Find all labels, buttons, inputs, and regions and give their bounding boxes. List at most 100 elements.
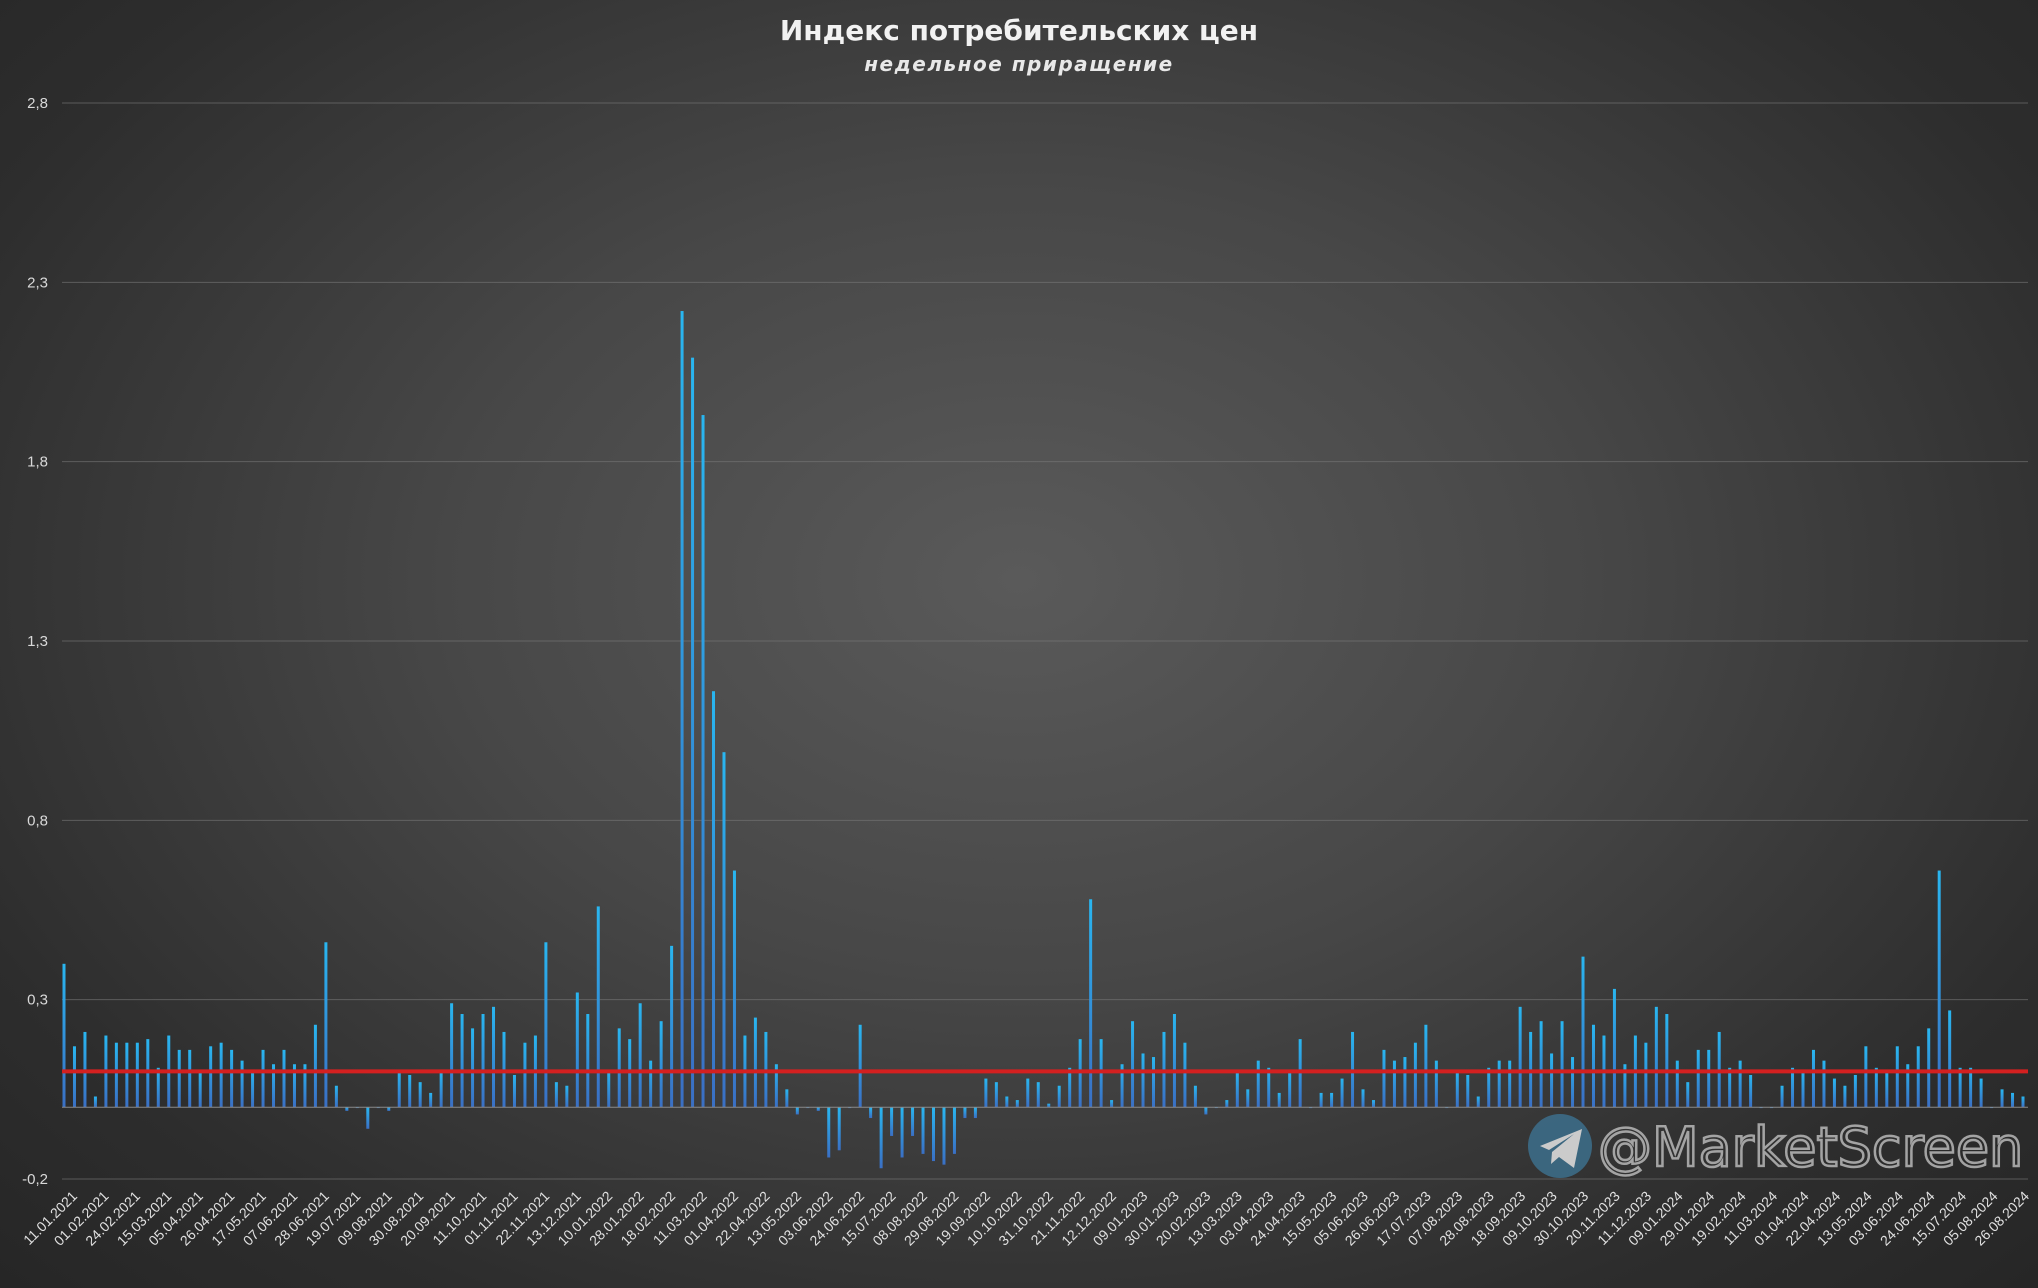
bar: [198, 1071, 202, 1108]
bar: [659, 1021, 663, 1108]
bar: [156, 1067, 160, 1108]
bar: [282, 1049, 286, 1108]
watermark: @MarketScreen: [1528, 1114, 2025, 1180]
bar: [397, 1071, 401, 1108]
bar: [1822, 1060, 1826, 1108]
bar: [1235, 1071, 1239, 1108]
bar: [827, 1107, 831, 1158]
bar: [586, 1014, 590, 1108]
bar: [1434, 1060, 1438, 1108]
bar: [544, 942, 548, 1108]
bar: [366, 1107, 370, 1129]
bar: [1675, 1060, 1679, 1108]
bar: [429, 1092, 433, 1108]
x-axis: 11.01.202101.02.202124.02.202115.03.2021…: [20, 1188, 2032, 1249]
bar: [1927, 1028, 1931, 1108]
bar: [1874, 1067, 1878, 1108]
bar: [596, 906, 600, 1108]
bar: [1413, 1042, 1417, 1108]
bar: [1906, 1064, 1910, 1108]
bar: [869, 1107, 873, 1119]
bar: [994, 1082, 998, 1108]
bar: [701, 415, 705, 1108]
bar: [1811, 1049, 1815, 1108]
bar: [1319, 1092, 1323, 1108]
bar: [1801, 1071, 1805, 1108]
bar: [942, 1107, 946, 1165]
bar: [2011, 1092, 2015, 1108]
y-tick-label: 1,8: [27, 454, 48, 471]
bar: [512, 1074, 516, 1108]
bar: [1707, 1049, 1711, 1108]
telegram-icon: [1528, 1114, 1592, 1178]
bar: [1151, 1057, 1155, 1108]
bar: [230, 1049, 234, 1108]
bar: [1246, 1089, 1250, 1108]
bar: [1131, 1021, 1135, 1108]
bar: [345, 1107, 349, 1111]
bar: [72, 1046, 76, 1108]
bar: [1571, 1057, 1575, 1108]
bar: [575, 992, 579, 1108]
bar: [1780, 1085, 1784, 1108]
bar: [890, 1107, 894, 1136]
bar: [879, 1107, 883, 1169]
bar: [1057, 1085, 1061, 1108]
bar: [1403, 1057, 1407, 1108]
bar: [460, 1014, 464, 1108]
bar: [408, 1074, 412, 1108]
bar: [795, 1107, 799, 1115]
bar: [188, 1049, 192, 1108]
bar: [554, 1082, 558, 1108]
bar: [135, 1042, 139, 1108]
bar: [261, 1049, 265, 1108]
bar: [1068, 1067, 1072, 1108]
bar: [1277, 1092, 1281, 1108]
bar: [1623, 1064, 1627, 1108]
bar: [1005, 1096, 1009, 1108]
y-tick-label: 2,3: [27, 274, 48, 291]
bar: [1455, 1071, 1459, 1108]
bar: [272, 1064, 276, 1108]
bar: [251, 1071, 255, 1108]
bar: [565, 1085, 569, 1108]
bar: [1371, 1100, 1375, 1108]
bar: [1183, 1042, 1187, 1108]
bar: [1361, 1089, 1365, 1108]
bar: [1612, 988, 1616, 1108]
y-tick-label: 0,8: [27, 812, 48, 829]
bar: [722, 752, 726, 1108]
bar: [932, 1107, 936, 1162]
bar: [387, 1107, 391, 1111]
bar: [921, 1107, 925, 1154]
bar: [1466, 1074, 1470, 1108]
bar: [1591, 1024, 1595, 1108]
bars: [62, 311, 2028, 1169]
bar: [114, 1042, 118, 1108]
bar: [1864, 1046, 1868, 1108]
y-tick-label: 1,3: [27, 633, 48, 650]
bar: [1015, 1100, 1019, 1108]
bar: [963, 1107, 967, 1119]
bar: [1340, 1078, 1344, 1108]
bar: [680, 311, 684, 1108]
bar: [607, 1071, 611, 1108]
bar: [649, 1060, 653, 1108]
bar: [324, 942, 328, 1108]
bar: [1937, 870, 1941, 1108]
bar: [292, 1064, 296, 1108]
bar: [1550, 1053, 1554, 1108]
bar: [1853, 1074, 1857, 1108]
bar: [911, 1107, 915, 1136]
y-axis: -0,2 0,3 0,8 1,3 1,8 2,3 2,8: [22, 95, 48, 1188]
bar: [732, 870, 736, 1108]
bar: [1979, 1078, 1983, 1108]
bar: [1172, 1014, 1176, 1108]
bar: [1665, 1014, 1669, 1108]
bar: [1026, 1078, 1030, 1108]
bar: [1497, 1060, 1501, 1108]
bar: [1832, 1078, 1836, 1108]
bar: [1948, 1010, 1952, 1108]
bar: [1916, 1046, 1920, 1108]
